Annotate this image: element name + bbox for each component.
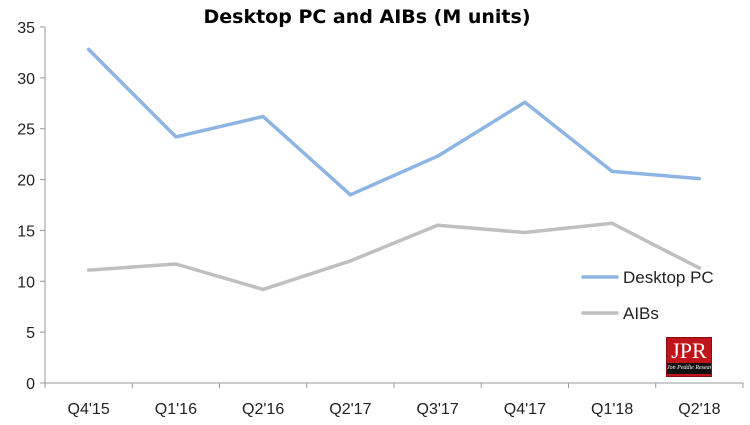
x-tick-label: Q2'17	[329, 401, 371, 418]
axes: 0 5 10 15 20 25 30 35 Q4'15 Q1'16 Q2'16 Q2'17 Q3'17 Q…	[17, 20, 744, 418]
data-point	[87, 268, 91, 272]
legend-label: AIBs	[623, 304, 659, 323]
x-tick-label: Q4'15	[68, 401, 110, 418]
y-tick-label: 35	[17, 20, 35, 37]
jpr-logo-icon: JPR Jon Peddie Research	[666, 337, 712, 377]
x-tick-label: Q1'18	[591, 401, 633, 418]
data-point	[436, 154, 440, 158]
data-point	[348, 259, 352, 263]
data-point	[697, 177, 701, 181]
y-tick-label: 25	[17, 122, 35, 139]
x-tick-label: Q3'17	[417, 401, 459, 418]
data-point	[348, 193, 352, 197]
data-point	[174, 135, 178, 139]
data-point	[261, 287, 265, 291]
y-tick-label: 30	[17, 71, 35, 88]
chart-title: Desktop PC and AIBs (M units)	[203, 6, 530, 28]
logo-main-text: JPR	[671, 338, 707, 363]
y-tick-label: 15	[17, 223, 35, 240]
data-point	[610, 221, 614, 225]
data-point	[87, 47, 91, 51]
data-point	[610, 169, 614, 173]
data-point	[436, 223, 440, 227]
series-layer	[86, 47, 702, 292]
series-line-desktop-pc	[86, 47, 702, 197]
series-line-aibs	[86, 221, 702, 292]
legend-label: Desktop PC	[623, 268, 714, 287]
data-point	[697, 266, 701, 270]
data-point	[523, 100, 527, 104]
data-point	[523, 230, 527, 234]
y-tick-label: 5	[26, 325, 35, 342]
data-point	[261, 115, 265, 119]
legend: Desktop PC AIBs	[581, 268, 714, 323]
x-tick-label: Q2'16	[242, 401, 284, 418]
logo-sub-text: Jon Peddie Research	[667, 363, 711, 374]
y-tick-label: 10	[17, 274, 35, 291]
x-tick-label: Q1'16	[155, 401, 197, 418]
y-tick-label: 0	[26, 376, 35, 393]
x-tick-label: Q2'18	[678, 401, 720, 418]
data-point	[174, 262, 178, 266]
y-tick-label: 20	[17, 173, 35, 190]
x-tick-label: Q4'17	[504, 401, 546, 418]
